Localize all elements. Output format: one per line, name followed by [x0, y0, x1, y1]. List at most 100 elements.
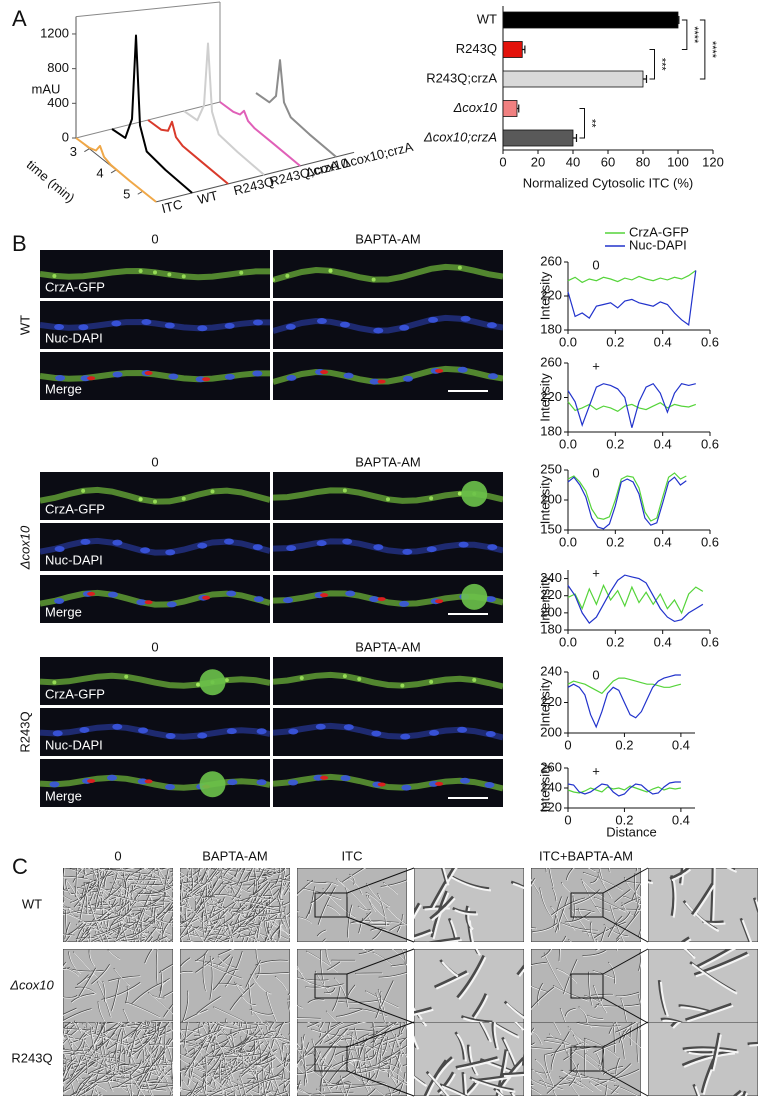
- nucleus: [165, 549, 175, 555]
- nucleus: [53, 730, 63, 736]
- column-header: 0: [151, 231, 158, 246]
- nucleus: [461, 316, 471, 322]
- mitochondria: [378, 597, 386, 601]
- y-axis-label: mAU: [32, 81, 61, 96]
- x-tick-label: 0.6: [701, 334, 719, 349]
- nucleus: [401, 785, 411, 791]
- x-tick-label: 120: [702, 154, 724, 169]
- x-tick-label: 40: [566, 154, 580, 169]
- speckle: [357, 677, 361, 681]
- nucleus: [54, 598, 64, 604]
- speckle: [124, 675, 128, 679]
- hypha-highlight: [83, 942, 93, 945]
- nucleus: [428, 317, 438, 323]
- nucleus: [167, 601, 177, 607]
- nucleus: [108, 592, 118, 598]
- nucleus: [459, 542, 469, 548]
- speckle: [372, 278, 376, 282]
- hypha-shadow: [154, 827, 161, 870]
- x-tick-label: 60: [601, 154, 615, 169]
- plot-title: +: [592, 358, 600, 373]
- nucleus: [138, 727, 148, 733]
- y-tick-label: 250: [540, 461, 562, 476]
- micrograph: [288, 928, 430, 1032]
- micrograph: [648, 1015, 762, 1099]
- nucleus: [226, 591, 236, 597]
- x-tick-label: 0.4: [672, 812, 690, 827]
- nucleus: [49, 781, 59, 787]
- nucleus: [399, 601, 409, 607]
- hypha-shadow: [21, 1028, 64, 1041]
- y-tick-label: 1200: [40, 25, 69, 40]
- nucleus: [286, 375, 296, 381]
- nucleus: [225, 374, 235, 380]
- nucleus: [427, 546, 437, 552]
- x-axis-label: Distance: [606, 824, 657, 839]
- hypha-highlight: [173, 942, 188, 946]
- speckle: [182, 497, 186, 501]
- nucleus: [458, 367, 468, 373]
- x-tick-label: 0: [499, 154, 506, 169]
- series-label: ITC: [160, 197, 184, 217]
- nucleus: [112, 540, 122, 546]
- y-axis-label: Intensity: [537, 678, 552, 727]
- category-label: R243Q;crzA: [426, 70, 497, 85]
- x-tick: [84, 149, 89, 152]
- y-axis-label: Intensity: [537, 271, 552, 320]
- mitochondria: [320, 776, 328, 780]
- nucleus: [288, 780, 298, 786]
- mitochondria: [202, 596, 210, 600]
- micrograph: Merge: [40, 352, 270, 400]
- significance-label: ***: [656, 58, 668, 72]
- hypha-highlight: [21, 1028, 64, 1041]
- nucleus: [140, 547, 150, 553]
- y-tick-label: 260: [540, 253, 562, 268]
- speckle: [400, 684, 404, 688]
- x-tick-label: 0: [564, 812, 571, 827]
- mitochondria: [202, 377, 210, 381]
- speckle: [211, 489, 215, 493]
- significance-bracket: [682, 20, 687, 50]
- nucleus: [78, 324, 88, 330]
- nucleus: [165, 322, 175, 328]
- error-bar: [643, 75, 647, 83]
- panel-label: A: [12, 6, 27, 31]
- micrograph: [273, 575, 503, 623]
- column-header: 0: [151, 454, 158, 469]
- nucleus: [257, 779, 267, 785]
- nucleus: [344, 373, 354, 379]
- x-axis-label: time (min): [24, 157, 78, 206]
- nucleus: [227, 779, 237, 785]
- nucleus: [113, 371, 123, 377]
- column-header: BAPTA-AM: [355, 639, 421, 654]
- category-label: Δcox10;crzA: [423, 129, 497, 144]
- profile-line: [568, 675, 681, 727]
- nucleus: [487, 322, 497, 328]
- micrograph: CrzA-GFP: [40, 657, 270, 705]
- mitochondria: [87, 376, 95, 380]
- speckle: [429, 496, 433, 500]
- nucleus: [371, 730, 381, 736]
- nucleus: [253, 544, 263, 550]
- plot-title: +: [592, 763, 600, 778]
- profile-line: [568, 782, 681, 796]
- nucleus: [403, 376, 413, 382]
- x-tick-label: 0.4: [672, 737, 690, 752]
- micrograph: CrzA-GFP: [40, 472, 270, 520]
- speckle: [300, 676, 304, 680]
- bar: [503, 101, 517, 117]
- nucleus: [112, 724, 122, 730]
- x-tick-label: 0.0: [559, 436, 577, 451]
- hypha-shadow: [173, 1072, 176, 1097]
- hypha-shadow: [69, 847, 82, 870]
- plot-title: 0: [592, 465, 599, 480]
- significance-label: ****: [706, 41, 718, 59]
- nucleus: [460, 778, 470, 784]
- trace: [184, 44, 264, 175]
- nucleus: [224, 539, 234, 545]
- x-tick-label: 0.0: [559, 334, 577, 349]
- nucleus: [400, 734, 410, 740]
- micrograph: [273, 657, 503, 705]
- mitochondria: [320, 370, 328, 374]
- speckle: [153, 500, 157, 504]
